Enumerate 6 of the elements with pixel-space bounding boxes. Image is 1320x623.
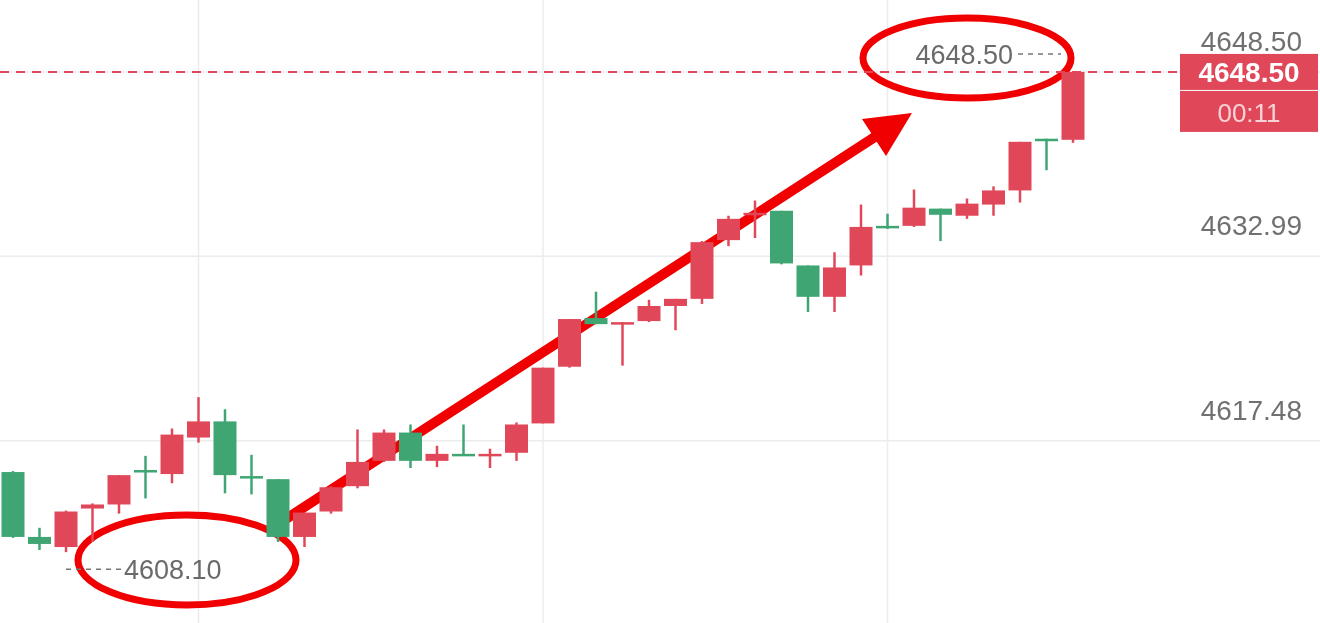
y-tick-label: 4632.99	[1200, 210, 1302, 242]
annotation: 4648.50	[915, 39, 1013, 70]
y-tick-label: 4617.48	[1200, 394, 1302, 426]
y-tick-label: 4648.50	[1200, 25, 1302, 57]
annotation: 4608.10	[124, 555, 222, 586]
text: 00:11	[1217, 97, 1281, 128]
